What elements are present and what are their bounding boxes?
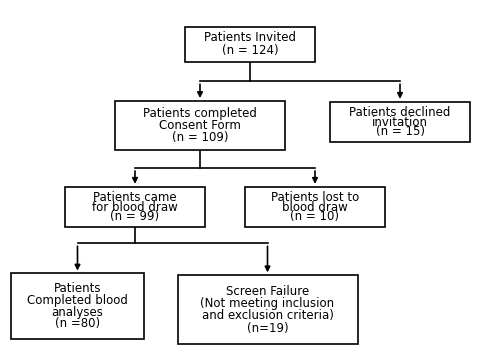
Text: (n =80): (n =80) — [55, 318, 100, 330]
Text: Patients declined: Patients declined — [350, 106, 450, 119]
Text: (n = 15): (n = 15) — [376, 125, 424, 138]
Text: for blood draw: for blood draw — [92, 201, 178, 213]
Text: invitation: invitation — [372, 116, 428, 129]
Text: Screen Failure: Screen Failure — [226, 285, 309, 298]
Bar — [330, 102, 470, 142]
Text: (Not meeting inclusion: (Not meeting inclusion — [200, 297, 334, 310]
Bar — [178, 275, 358, 344]
Bar — [245, 187, 385, 228]
Text: Patients: Patients — [54, 282, 101, 295]
Text: Patients came: Patients came — [93, 191, 177, 204]
Text: analyses: analyses — [52, 306, 104, 319]
Text: (n = 99): (n = 99) — [110, 210, 160, 223]
Bar — [115, 101, 285, 150]
Bar — [65, 187, 205, 228]
Text: (n = 109): (n = 109) — [172, 131, 228, 144]
Text: Patients lost to: Patients lost to — [271, 191, 359, 204]
Text: Completed blood: Completed blood — [27, 294, 128, 307]
Text: (n = 124): (n = 124) — [222, 44, 278, 57]
Text: blood draw: blood draw — [282, 201, 348, 213]
Text: and exclusion criteria): and exclusion criteria) — [202, 309, 334, 322]
Text: Patients Invited: Patients Invited — [204, 32, 296, 44]
Text: (n=19): (n=19) — [246, 322, 288, 335]
Text: Patients completed: Patients completed — [143, 107, 257, 120]
Bar — [185, 27, 315, 62]
Text: (n = 10): (n = 10) — [290, 210, 340, 223]
Text: Consent Form: Consent Form — [159, 119, 241, 132]
Bar — [11, 273, 144, 339]
